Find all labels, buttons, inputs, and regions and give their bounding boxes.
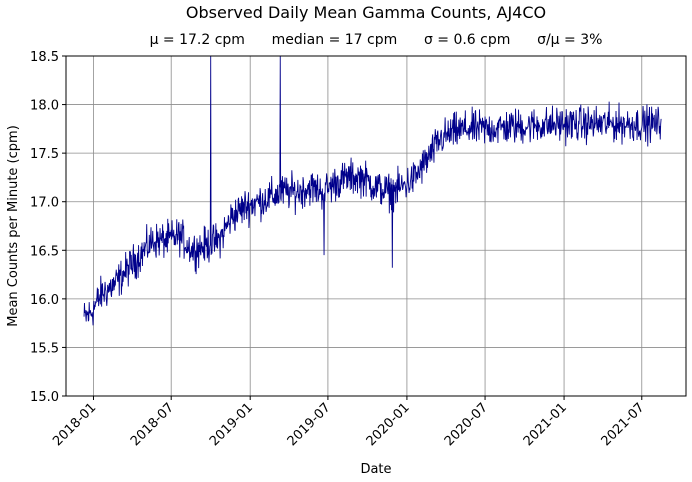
x-axis-label: Date	[360, 462, 391, 477]
x-tick-label: 2020-01	[364, 400, 413, 449]
series-line	[83, 56, 662, 326]
x-tick-label: 2020-07	[442, 400, 491, 449]
x-axis-ticks: 2018-01 2018-07 2019-01 2019-07 2020-01 2020-…	[50, 396, 648, 449]
x-tick-label: 2021-07	[599, 400, 648, 449]
grid-lines	[66, 55, 686, 397]
chart-subtitle: μ = 17.2 cpm median = 17 cpm σ = 0.6 cpm…	[150, 32, 603, 48]
x-tick-label: 2018-07	[128, 400, 177, 449]
y-tick-label: 18.0	[30, 99, 59, 114]
y-tick-label: 16.5	[30, 244, 59, 259]
x-tick-label: 2021-01	[521, 400, 570, 449]
y-tick-label: 15.5	[30, 341, 59, 356]
y-tick-label: 17.5	[30, 147, 59, 162]
y-tick-label: 17.0	[30, 196, 59, 211]
y-tick-label: 16.0	[30, 293, 59, 308]
x-tick-label: 2018-01	[50, 400, 99, 449]
plot-frame	[65, 55, 687, 397]
chart-title: Observed Daily Mean Gamma Counts, AJ4CO	[186, 3, 546, 22]
y-axis-ticks: 15.0 15.5 16.0 16.5 17.0 17.5 18.0 18.5	[30, 50, 66, 405]
x-tick-label: 2019-01	[207, 400, 256, 449]
y-tick-label: 15.0	[30, 390, 59, 405]
y-tick-label: 18.5	[30, 50, 59, 65]
y-axis-label: Mean Counts per Minute (cpm)	[6, 125, 21, 327]
x-tick-label: 2019-07	[285, 400, 334, 449]
